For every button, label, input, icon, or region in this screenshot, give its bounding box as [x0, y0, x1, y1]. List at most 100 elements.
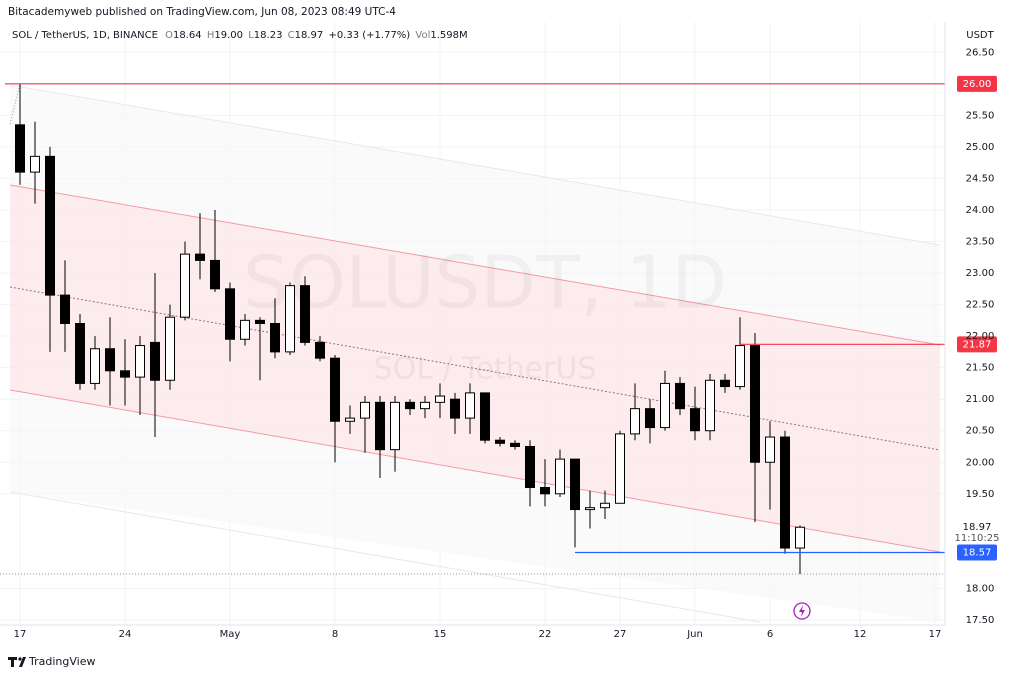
candle-body	[165, 316, 175, 381]
y-tick-label: 25.00	[966, 142, 995, 153]
event-bolt	[799, 605, 805, 617]
candle-body	[405, 401, 415, 410]
candle-body	[375, 401, 385, 451]
candle-body	[645, 408, 655, 429]
candle-body	[510, 442, 520, 447]
candle-body	[660, 382, 670, 429]
candle-body	[465, 392, 475, 419]
y-tick-label: 22.00	[966, 331, 995, 342]
candle-body	[435, 395, 445, 403]
candle-body	[30, 155, 40, 173]
candle-body	[555, 458, 565, 495]
ohlc-value: 19.00	[214, 30, 243, 41]
y-tick-label: 17.50	[966, 615, 995, 626]
legend: SOL / TetherUS, 1D, BINANCE O18.64 H19.0…	[12, 30, 468, 41]
y-tick-label: 23.00	[966, 268, 995, 279]
candles	[15, 83, 805, 574]
watermark-sub: SOL / TetherUS	[374, 352, 597, 387]
candle-body	[225, 288, 235, 340]
x-tick-label: 17	[14, 629, 27, 640]
candle-body	[615, 433, 625, 504]
y-tick-label: 21.50	[966, 363, 995, 374]
candle-body	[360, 401, 370, 419]
candle-body	[210, 259, 220, 290]
candle-body	[45, 155, 55, 296]
volume-value: 1.598M	[430, 30, 467, 41]
y-tick-label: 24.00	[966, 205, 995, 216]
footer-brand: TradingView	[28, 655, 95, 668]
x-tick-label: 8	[332, 629, 338, 640]
y-tick-label: 20.00	[966, 457, 995, 468]
candle-body	[330, 357, 340, 422]
y-tick-label: 23.50	[966, 237, 995, 248]
candle-body	[285, 285, 295, 353]
candle-body	[705, 379, 715, 432]
price-label: 26.00	[963, 79, 992, 90]
candle-body	[390, 401, 400, 451]
footer-logo	[8, 657, 26, 667]
price-label-bg	[957, 75, 997, 92]
price-label: 18.57	[963, 547, 992, 558]
y-tick-label: 20.50	[966, 426, 995, 437]
candle-body	[150, 341, 160, 381]
candle-body	[345, 417, 355, 422]
candle-body	[585, 507, 595, 511]
ohlc-value: 18.97	[295, 30, 324, 41]
channel-upper	[9, 184, 941, 346]
candle-body	[690, 408, 700, 432]
channel-mid	[9, 286, 941, 451]
ohlc-label: L	[248, 30, 254, 41]
candle-body	[255, 319, 265, 324]
candle-body	[315, 341, 325, 359]
x-tick-label: 15	[434, 629, 447, 640]
change: +0.33 (+1.77%)	[328, 30, 410, 41]
candle-body	[270, 323, 280, 353]
candle-body	[450, 398, 460, 419]
last-price-bg	[957, 519, 997, 544]
candle-body	[180, 253, 190, 318]
x-tick-label: 22	[539, 629, 552, 640]
ohlc-value: 18.64	[173, 30, 202, 41]
candle-body	[795, 526, 805, 549]
y-tick-label: 24.50	[966, 173, 995, 184]
event-icon[interactable]	[793, 602, 811, 620]
candle-body	[420, 401, 430, 410]
last-price-label: 18.97	[963, 522, 992, 533]
candle-body	[495, 439, 505, 444]
candle-body	[735, 345, 745, 388]
price-label-bg	[957, 544, 997, 561]
y-tick-label: 25.50	[966, 110, 995, 121]
candle-body	[135, 345, 145, 378]
candle-body	[90, 348, 100, 384]
candle-body	[720, 379, 730, 388]
outer-lower-line	[9, 491, 761, 623]
x-tick-label: 12	[854, 629, 867, 640]
candle-body	[525, 445, 535, 488]
candle-body	[630, 408, 640, 435]
pivot-line	[9, 83, 21, 125]
candle-body	[480, 392, 490, 441]
published: Bitacademyweb published on TradingView.c…	[8, 6, 396, 18]
y-tick-label: 26.50	[966, 47, 995, 58]
candle-body	[120, 370, 130, 378]
candle-body	[570, 458, 580, 511]
x-tick-label: May	[220, 629, 241, 640]
y-tick-label: 22.50	[966, 300, 995, 311]
candle-body	[300, 285, 310, 343]
x-tick-label: 24	[119, 629, 132, 640]
ohlc-label: O	[165, 30, 173, 41]
ohlc-label: C	[288, 30, 295, 41]
x-tick-label: 17	[929, 629, 942, 640]
candle-body	[60, 294, 70, 325]
price-label: 21.87	[963, 339, 992, 350]
countdown: 11:10:25	[955, 533, 1000, 544]
outer-upper-line	[9, 84, 941, 246]
candle-body	[195, 253, 205, 261]
candle-body	[240, 319, 250, 340]
y-tick-label: 19.50	[966, 489, 995, 500]
x-tick-label: Jun	[686, 629, 703, 640]
candle-body	[780, 436, 790, 549]
candle-body	[765, 436, 775, 463]
